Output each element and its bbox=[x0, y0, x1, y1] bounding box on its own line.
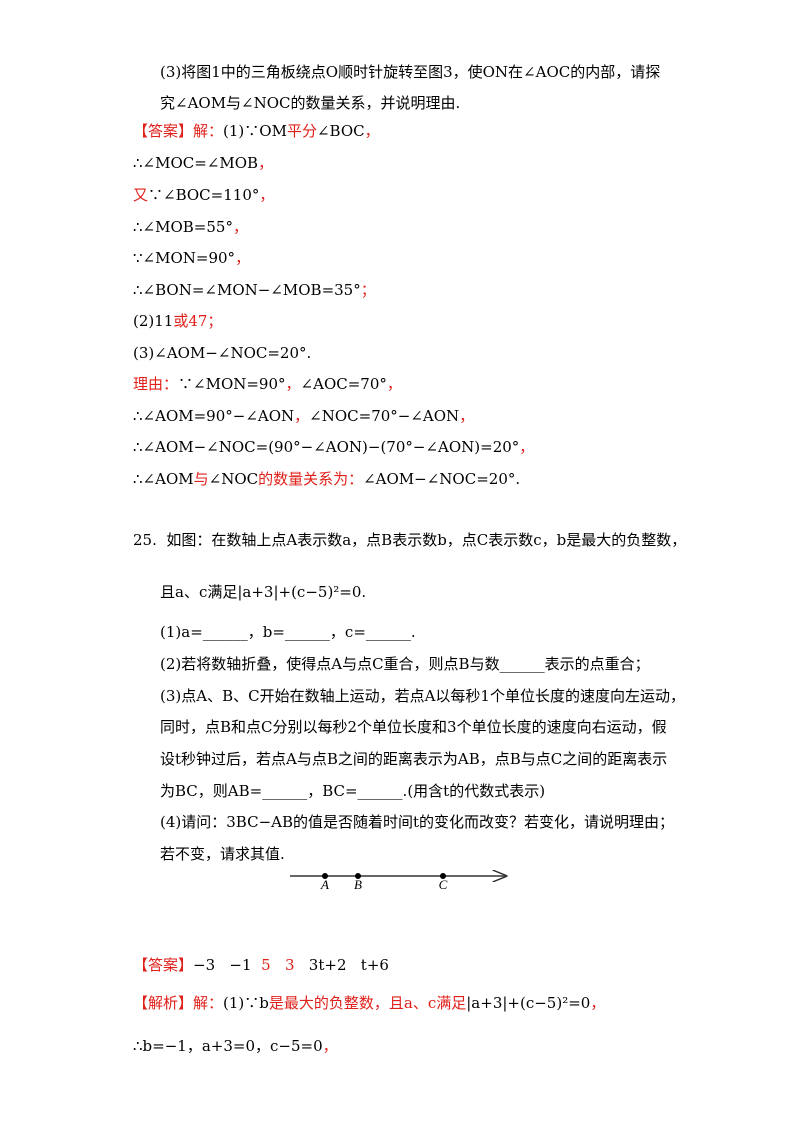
text-line: 25. 如图：在数轴上点A表示数a，点B表示数b，点C表示数c，b是最大的负整数… bbox=[133, 530, 686, 550]
text-segment: −3 −1 bbox=[193, 956, 262, 974]
text-line: (3)点A、B、C开始在数轴上运动，若点A以每秒1个单位长度的速度向左运动， bbox=[160, 686, 685, 706]
point-label: A bbox=[320, 877, 329, 892]
text-segment: 设t秒钟过后，若点A与点B之间的距离表示为AB，点B与点C之间的距离表示 bbox=[160, 750, 668, 768]
point bbox=[440, 873, 446, 879]
text-segment: ∵∠MON=90° bbox=[133, 249, 236, 267]
text-segment: ∴b=−1，a+3=0，c−5=0 bbox=[133, 1037, 323, 1055]
text-segment: 或47； bbox=[173, 312, 223, 330]
text-segment: ∠AOM−∠NOC=20°. bbox=[363, 470, 521, 488]
text-line: 又∵∠BOC=110°， bbox=[133, 185, 274, 205]
text-segment: (3)将图1中的三角板绕点O顺时针旋转至图3，使ON在∠AOC的内部，请探 bbox=[160, 63, 661, 81]
point-label: B bbox=[354, 877, 362, 892]
text-segment: (1)∵b bbox=[223, 994, 269, 1012]
text-line: (3)∠AOM−∠NOC=20°. bbox=[133, 343, 311, 363]
text-line: ∴∠MOC=∠MOB， bbox=[133, 153, 273, 173]
text-segment: 的数量关系为： bbox=[258, 470, 364, 488]
text-segment: 5 3 bbox=[261, 956, 295, 974]
text-segment: (2)若将数轴折叠，使得点A与点C重合，则点B与数______表示的点重合； bbox=[160, 655, 650, 673]
text-segment: 解： bbox=[193, 994, 224, 1012]
text-segment: ， bbox=[590, 994, 606, 1012]
text-line: ∴∠AOM与∠NOC的数量关系为：∠AOM−∠NOC=20°. bbox=[133, 469, 520, 489]
text-segment: 平分 bbox=[286, 122, 317, 140]
text-segment: 【答案】 bbox=[133, 956, 194, 974]
text-line: (2)11或47； bbox=[133, 311, 222, 331]
text-line: ∴∠BON=∠MON−∠MOB=35°； bbox=[133, 280, 376, 300]
text-line: (4)请问：3BC−AB的值是否随着时间t的变化而改变？若变化，请说明理由； bbox=[160, 812, 674, 832]
text-segment: (3)∠AOM−∠NOC=20°. bbox=[133, 344, 312, 362]
text-line: 【答案】−3 −1 5 3 3t+2 t+6 bbox=[133, 955, 389, 975]
text-segment: (1)∵OM bbox=[223, 122, 287, 140]
text-segment: ， bbox=[285, 375, 301, 393]
text-segment: 又 bbox=[133, 186, 149, 204]
text-segment: 3t+2 t+6 bbox=[294, 956, 389, 974]
text-segment: ， bbox=[322, 1037, 338, 1055]
text-line: 究∠AOM与∠NOC的数量关系，并说明理由. bbox=[160, 93, 460, 113]
text-segment: 为BC，则AB=______，BC=______.(用含t的代数式表示) bbox=[160, 782, 546, 800]
text-segment: ∴∠MOC=∠MOB bbox=[133, 154, 259, 172]
text-segment: 25. 如图：在数轴上点A表示数a，点B表示数b，点C表示数c，b是最大的负整数… bbox=[133, 531, 687, 549]
text-line: 同时，点B和点C分别以每秒2个单位长度和3个单位长度的速度向右运动，假 bbox=[160, 717, 667, 737]
text-segment: 与 bbox=[193, 470, 209, 488]
text-line: ∴b=−1，a+3=0，c−5=0， bbox=[133, 1036, 338, 1056]
text-segment: ， bbox=[519, 438, 535, 456]
text-segment: (2)11 bbox=[133, 312, 174, 330]
text-segment: (3)点A、B、C开始在数轴上运动，若点A以每秒1个单位长度的速度向左运动， bbox=[160, 687, 685, 705]
text-line: 理由：∵∠MON=90°，∠AOC=70°， bbox=[133, 374, 402, 394]
text-segment: ∴∠AOM bbox=[133, 470, 194, 488]
text-segment: (4)请问：3BC−AB的值是否随着时间t的变化而改变？若变化，请说明理由； bbox=[160, 813, 675, 831]
text-segment: ， bbox=[294, 407, 310, 425]
text-segment: 【答案】 bbox=[133, 122, 194, 140]
text-segment: |a+3|+(c−5)²=0 bbox=[466, 994, 591, 1012]
text-segment: ∠AOC=70° bbox=[300, 375, 387, 393]
text-segment: ∠NOC=70°−∠AON bbox=[309, 407, 460, 425]
text-segment: 同时，点B和点C分别以每秒2个单位长度和3个单位长度的速度向右运动，假 bbox=[160, 718, 667, 736]
text-line: 为BC，则AB=______，BC=______.(用含t的代数式表示) bbox=[160, 781, 545, 801]
text-line: ∴∠AOM=90°−∠AON，∠NOC=70°−∠AON， bbox=[133, 406, 474, 426]
text-line: ∴∠AOM−∠NOC=(90°−∠AON)−(70°−∠AON)=20°， bbox=[133, 437, 534, 457]
text-line: (1)a=______，b=______，c=______. bbox=[160, 622, 416, 642]
text-segment: 解： bbox=[193, 122, 224, 140]
point-label: C bbox=[439, 877, 448, 892]
text-segment: ∵∠MON=90° bbox=[178, 375, 286, 393]
text-segment: ， bbox=[386, 375, 402, 393]
text-segment: ∠BOC bbox=[316, 122, 365, 140]
text-segment: ， bbox=[259, 186, 275, 204]
text-line: 【解析】解：(1)∵b是最大的负整数，且a、c满足|a+3|+(c−5)²=0， bbox=[133, 993, 605, 1013]
text-segment: ∠NOC bbox=[208, 470, 259, 488]
point bbox=[322, 873, 328, 879]
text-segment: 且a、c满足|a+3|+(c−5)²=0. bbox=[160, 583, 367, 601]
text-line: ∵∠MON=90°， bbox=[133, 248, 250, 268]
text-line: 设t秒钟过后，若点A与点B之间的距离表示为AB，点B与点C之间的距离表示 bbox=[160, 749, 667, 769]
text-line: (3)将图1中的三角板绕点O顺时针旋转至图3，使ON在∠AOC的内部，请探 bbox=[160, 62, 660, 82]
text-segment: ∴∠AOM−∠NOC=(90°−∠AON)−(70°−∠AON)=20° bbox=[133, 438, 520, 456]
text-segment: ∴∠AOM=90°−∠AON bbox=[133, 407, 295, 425]
text-line: 【答案】解：(1)∵OM平分∠BOC， bbox=[133, 121, 380, 141]
text-segment: ∵∠BOC=110° bbox=[148, 186, 260, 204]
text-line: 若不变，请求其值. bbox=[160, 844, 285, 864]
text-segment: ， bbox=[232, 218, 248, 236]
text-segment: (1)a=______，b=______，c=______. bbox=[160, 623, 416, 641]
text-segment: 究∠AOM与∠NOC的数量关系，并说明理由. bbox=[160, 94, 461, 112]
point bbox=[355, 873, 361, 879]
text-line: ∴∠MOB=55°， bbox=[133, 217, 248, 237]
text-segment: ， bbox=[459, 407, 475, 425]
text-segment: 若不变，请求其值. bbox=[160, 845, 285, 863]
text-line: (2)若将数轴折叠，使得点A与点C重合，则点B与数______表示的点重合； bbox=[160, 654, 650, 674]
text-segment: ∴∠MOB=55° bbox=[133, 218, 233, 236]
text-segment: 是最大的负整数，且a、c满足 bbox=[268, 994, 467, 1012]
text-segment: ∴∠BON=∠MON−∠MOB=35° bbox=[133, 281, 361, 299]
text-segment: ； bbox=[360, 281, 376, 299]
text-segment: ， bbox=[364, 122, 380, 140]
text-segment: 理由： bbox=[133, 375, 179, 393]
text-segment: 【解析】 bbox=[133, 994, 194, 1012]
text-line: 且a、c满足|a+3|+(c−5)²=0. bbox=[160, 582, 366, 602]
text-segment: ， bbox=[235, 249, 251, 267]
text-segment: ， bbox=[258, 154, 274, 172]
